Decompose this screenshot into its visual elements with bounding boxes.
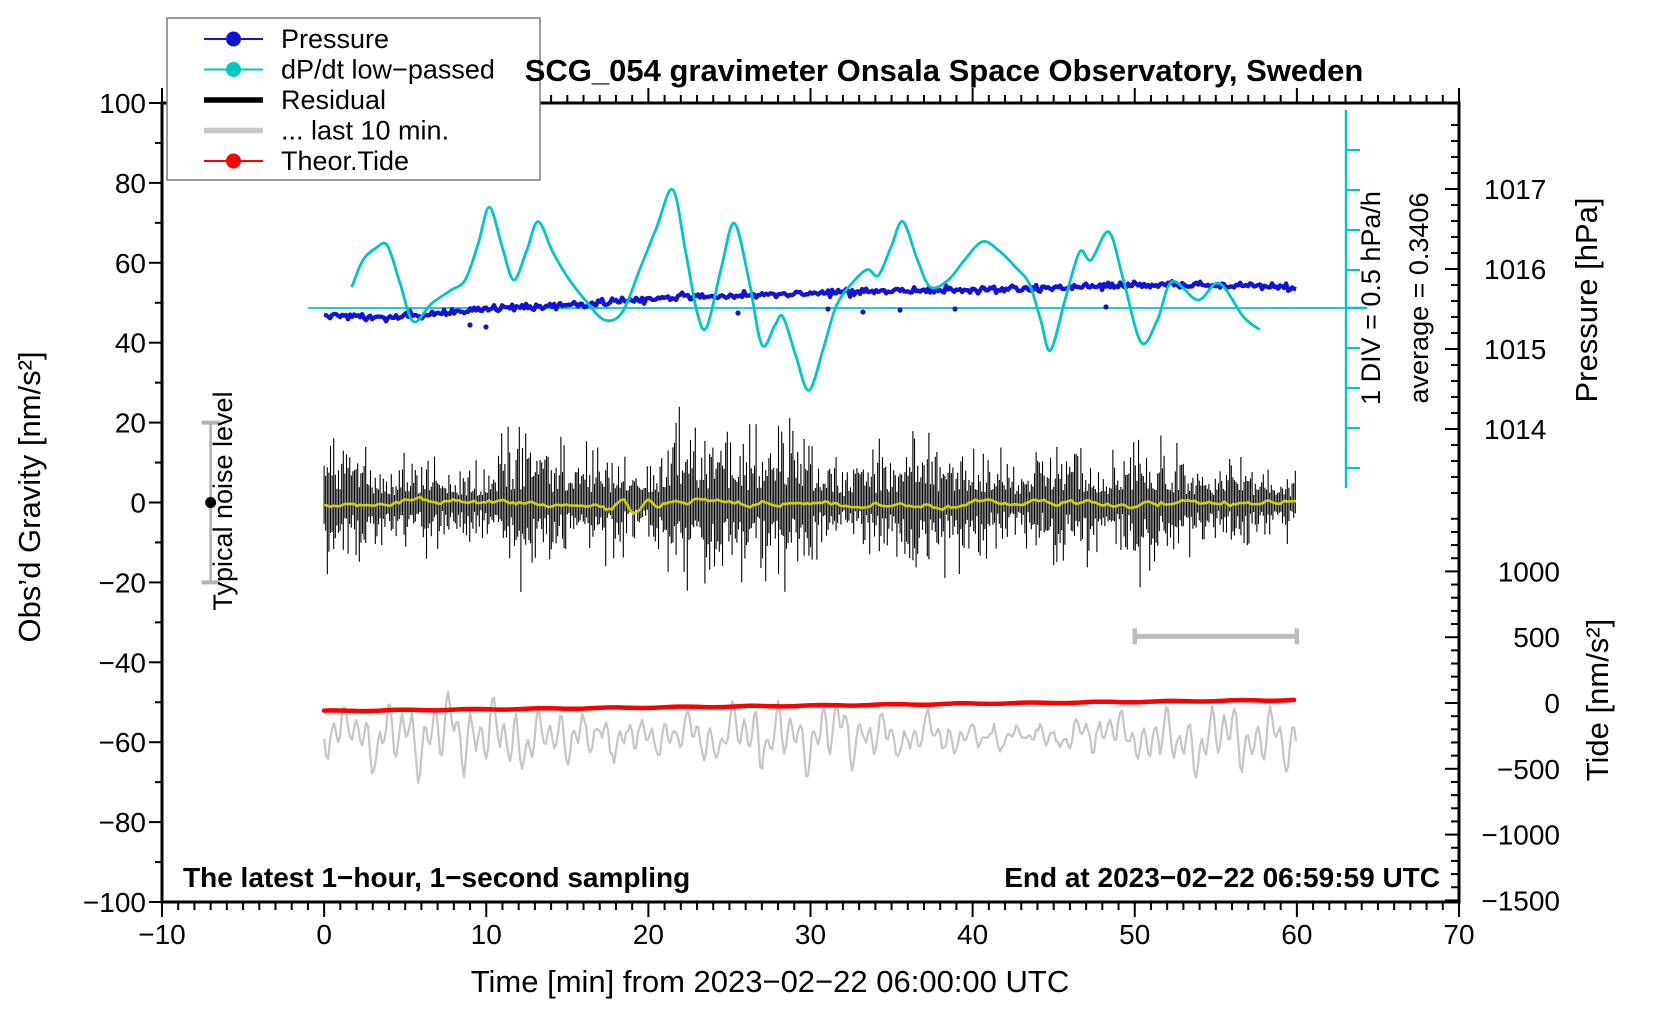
legend-label-residual: Residual [281, 85, 386, 115]
x-tick-label: 70 [1443, 919, 1474, 950]
last10-scale-bar [1132, 628, 1300, 645]
x-tick-label: 60 [1281, 919, 1312, 950]
legend-label-pressure: Pressure [281, 24, 389, 54]
average-label: average = 0.3406 [1404, 193, 1434, 404]
x-tick-label: 40 [957, 919, 988, 950]
x-tick-label: 30 [795, 919, 826, 950]
pressure-outlier-dot [1103, 304, 1109, 310]
legend: Pressure dP/dt low−passed Residual ... l… [166, 17, 541, 181]
legend-item [204, 31, 263, 47]
end-time-note: End at 2023−02−22 06:59:59 UTC [1004, 862, 1440, 893]
pressure-outlier-dot [467, 322, 473, 328]
pressure-outlier-dot [860, 309, 866, 315]
residual-smoothed-curve [323, 495, 1297, 515]
pressure-tick-label: 1016 [1484, 254, 1546, 285]
legend-label-tide: Theor.Tide [281, 146, 409, 176]
legend-label-last10: ... last 10 min. [281, 116, 449, 146]
x-axis-title: Time [min] from 2023−02−22 06:00:00 UTC [471, 964, 1070, 999]
pressure-outlier-dot [897, 307, 903, 313]
x-tick-label: −10 [138, 919, 186, 950]
gravity-tick-label: −100 [83, 887, 146, 918]
legend-glyphs [204, 31, 263, 169]
legend-sample-dot [226, 62, 241, 77]
gravity-axis-ticks [149, 102, 161, 903]
pressure-tick-label: 1015 [1484, 334, 1546, 365]
legend-label-dpdt: dP/dt low−passed [281, 55, 495, 85]
pressure-outlier-dot [483, 324, 489, 330]
pressure-outlier-dot [952, 306, 958, 312]
pressure-axis-ticks [1445, 124, 1458, 494]
pressure-tick-label: 1017 [1484, 174, 1546, 205]
x-tick-label: 10 [471, 919, 502, 950]
gravity-tick-label: −60 [99, 727, 147, 758]
gravity-tick-label: 20 [115, 408, 146, 439]
gravity-tick-label: −20 [99, 567, 147, 598]
x-tick-labels: −10 0 10 20 30 40 50 60 70 [138, 919, 1474, 950]
legend-item [204, 62, 263, 77]
gravity-tick-label: −80 [99, 807, 147, 838]
legend-sample-dot [226, 31, 241, 47]
noise-errorbar [201, 420, 220, 585]
tide-tick-label: 0 [1544, 688, 1560, 719]
theor-tide-curve [321, 697, 1297, 714]
tide-axis-ticks [1445, 517, 1458, 902]
dpdt-curve [350, 188, 1261, 392]
div-scale-label: 1 DIV = 0.5 hPa/h [1356, 191, 1386, 405]
pressure-tick-labels: 1017 1016 1015 1014 [1484, 174, 1546, 445]
x-axis-ticks [161, 88, 1460, 917]
last10-residual-curve [323, 690, 1298, 785]
noise-errorbar-dot [205, 497, 217, 508]
gravity-axis-title: Obs’d Gravity [nm/s²] [12, 351, 47, 642]
gravity-tick-label: 100 [99, 88, 146, 119]
tide-tick-labels: 1000 500 0 −500 −1000 −1500 [1481, 556, 1560, 916]
dpdt-scale-bar [1344, 110, 1367, 488]
pressure-tick-label: 1014 [1484, 414, 1546, 445]
gravity-tick-label: −40 [99, 647, 147, 678]
chart-title: SCG_054 gravimeter Onsala Space Observat… [525, 53, 1364, 88]
tide-tick-label: −1000 [1481, 820, 1560, 851]
tide-tick-label: −500 [1497, 754, 1560, 785]
gravity-tick-label: 60 [115, 248, 146, 279]
tide-tick-label: 1000 [1498, 556, 1560, 587]
tide-tick-label: 500 [1513, 622, 1560, 653]
pressure-outlier-dot [825, 306, 831, 312]
x-tick-label: 20 [633, 919, 664, 950]
pressure-curve [323, 279, 1297, 324]
tide-tick-label: −1500 [1481, 885, 1560, 916]
noise-marker-label: Typical noise level [208, 391, 238, 610]
pressure-outlier-dots [467, 304, 1109, 330]
gravity-tick-label: 0 [130, 488, 146, 519]
plot-area: −10 0 10 20 30 40 50 60 70100806040200−20−40−60−… [83, 88, 1560, 950]
legend-item [204, 153, 263, 169]
x-tick-label: 0 [316, 919, 332, 950]
gravity-tick-label: 80 [115, 168, 146, 199]
tide-axis-title: Tide [nm/s²] [1580, 619, 1615, 782]
gravity-tick-labels: 100 80 60 40 20 0 −20 −40 −60 −80 −100 [83, 88, 146, 918]
pressure-outlier-dot [735, 310, 741, 316]
legend-sample-dot [226, 153, 241, 169]
gravity-tick-label: 40 [115, 328, 146, 359]
x-tick-label: 50 [1119, 919, 1150, 950]
pressure-axis-title: Pressure [hPa] [1569, 197, 1604, 402]
sampling-note: The latest 1−hour, 1−second sampling [183, 862, 690, 893]
plot-frame [160, 101, 1461, 904]
